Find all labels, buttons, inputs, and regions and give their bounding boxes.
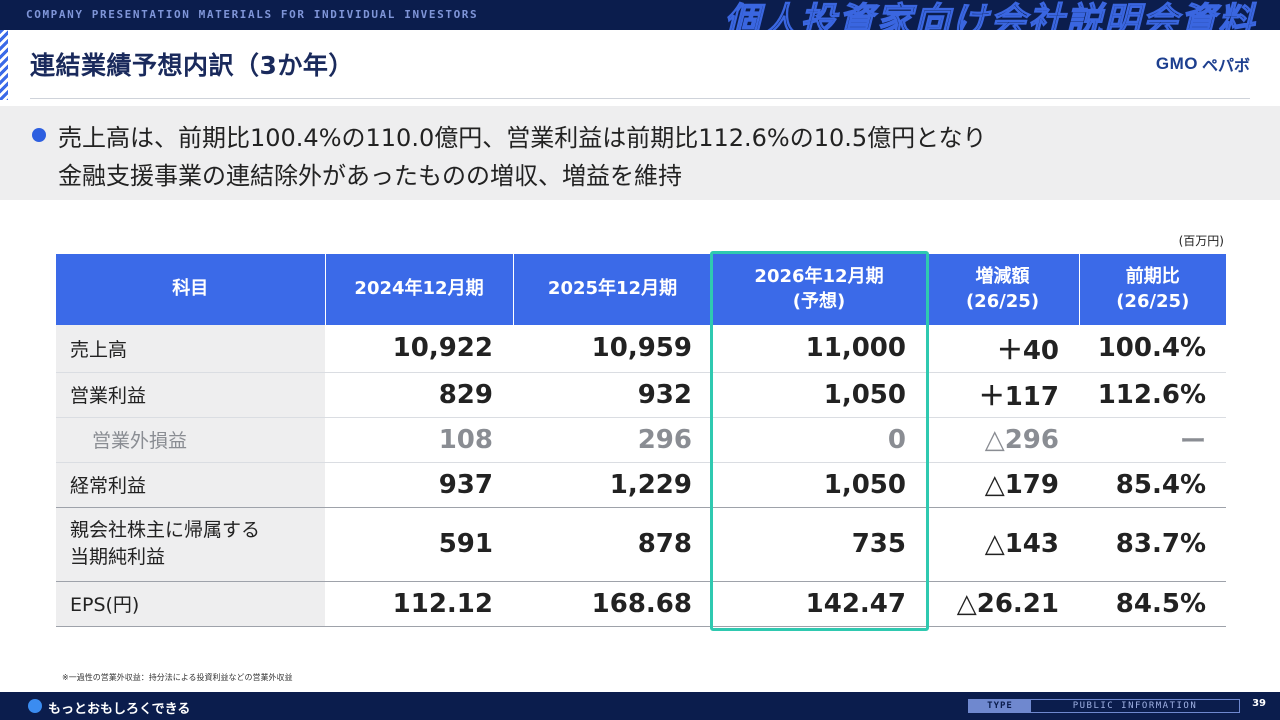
cell-fy2026: 735 [712, 507, 926, 582]
logo-gmo: GMO [1155, 54, 1198, 73]
decorative-stripe [0, 30, 8, 100]
table-row: 営業外損益 108 296 0 △296 ー [56, 417, 1226, 463]
header-fy2026-line1: 2026年12月期 [754, 266, 884, 288]
header-ratio: 前期比 (26/25) [1079, 254, 1226, 325]
cell-ratio: 100.4% [1079, 325, 1226, 373]
row-item-label: 経常利益 [56, 462, 326, 508]
cell-fy2024: 10,922 [325, 325, 513, 373]
table-row: 営業利益 829 932 1,050 ＋117 112.6% [56, 372, 1226, 418]
header-ratio-line2: (26/25) [1116, 290, 1190, 312]
header-fy2025: 2025年12月期 [513, 254, 713, 325]
unit-label: (百万円) [1178, 234, 1224, 248]
table-row: 売上高 10,922 10,959 11,000 ＋40 100.4% [56, 325, 1226, 373]
cell-fy2024: 108 [325, 417, 513, 463]
row-item-label: 営業外損益 [56, 417, 326, 463]
cell-fy2026: 1,050 [712, 372, 926, 418]
cell-fy2026: 0 [712, 417, 926, 463]
row-item-label: EPS(円) [56, 581, 326, 627]
info-type-label: TYPE [969, 700, 1031, 712]
row-item-label-line1: 親会社株主に帰属する [70, 519, 261, 542]
page-number: 39 [1252, 698, 1266, 709]
logo-kana: ペパボ [1201, 56, 1250, 75]
cell-diff: △26.21 [926, 581, 1079, 627]
header-fy2024: 2024年12月期 [325, 254, 514, 325]
presentation-tag: COMPANY PRESENTATION MATERIALS FOR INDIV… [26, 8, 479, 21]
top-banner: COMPANY PRESENTATION MATERIALS FOR INDIV… [0, 0, 1280, 30]
cell-fy2026: 142.47 [712, 581, 926, 627]
cell-ratio: ー [1079, 417, 1226, 463]
header-diff-line2: (26/25) [965, 290, 1040, 312]
table-header-row: 科目 2024年12月期 2025年12月期 2026年12月期 (予想) 増減額… [56, 254, 1226, 325]
cell-fy2025: 1,229 [513, 462, 712, 508]
cell-fy2026: 11,000 [712, 325, 926, 373]
cell-diff: ＋117 [926, 372, 1079, 418]
row-item-label-line2: 当期純利益 [70, 546, 166, 568]
header-diff-line1: 増減額 [975, 266, 1030, 288]
summary-line-1: 売上高は、前期比100.4%の110.0億円、営業利益は前期比112.6%の10… [58, 124, 987, 152]
company-logo: GMO ペパボ [1156, 52, 1250, 76]
cell-diff: △179 [926, 462, 1079, 508]
row-item-label: 親会社株主に帰属する 当期純利益 [56, 507, 326, 582]
cell-fy2025: 878 [513, 507, 712, 582]
header-diff: 増減額 (26/25) [926, 254, 1080, 325]
cell-fy2025: 296 [513, 417, 712, 463]
cell-diff: ＋40 [926, 325, 1079, 373]
cell-ratio: 112.6% [1079, 372, 1226, 418]
cell-diff: △143 [926, 507, 1079, 582]
header-item: 科目 [56, 254, 326, 325]
cell-fy2024: 829 [325, 372, 513, 418]
summary-line-2: 金融支援事業の連結除外があったものの増収、増益を維持 [58, 162, 682, 190]
cell-diff: △296 [926, 417, 1079, 463]
cell-fy2025: 10,959 [513, 325, 712, 373]
cell-fy2025: 932 [513, 372, 712, 418]
cell-fy2024: 937 [325, 462, 513, 508]
forecast-table: 科目 2024年12月期 2025年12月期 2026年12月期 (予想) 増減額… [56, 254, 1226, 627]
row-item-label: 営業利益 [56, 372, 326, 418]
info-type-box: TYPE PUBLIC INFORMATION [968, 699, 1240, 713]
table-row: 経常利益 937 1,229 1,050 △179 85.4% [56, 462, 1226, 508]
footer-tagline: もっとおもしろくできる [48, 702, 191, 717]
bottom-banner: もっとおもしろくできる TYPE PUBLIC INFORMATION 39 [0, 692, 1280, 720]
summary-box: 売上高は、前期比100.4%の110.0億円、営業利益は前期比112.6%の10… [0, 106, 1280, 200]
table-row: 親会社株主に帰属する 当期純利益 591 878 735 △143 83.7% [56, 507, 1226, 582]
cell-fy2025: 168.68 [513, 581, 712, 627]
table-row: EPS(円) 112.12 168.68 142.47 △26.21 84.5% [56, 581, 1226, 627]
cell-ratio: 84.5% [1079, 581, 1226, 627]
footnote: ※一過性の営業外収益：持分法による投資利益などの営業外収益 [62, 673, 293, 682]
cell-fy2026: 1,050 [712, 462, 926, 508]
page-title: 連結業績予想内訳（3か年） [30, 51, 354, 80]
cell-fy2024: 112.12 [325, 581, 513, 627]
presentation-title-jp: 個人投資家向け会社説明会資料 [723, 0, 1256, 30]
cell-ratio: 83.7% [1079, 507, 1226, 582]
bullet-icon [32, 128, 46, 142]
title-divider [30, 98, 1250, 99]
cell-fy2024: 591 [325, 507, 513, 582]
header-fy2026-line2: (予想) [792, 290, 846, 312]
row-item-label: 売上高 [56, 325, 326, 373]
info-type-value: PUBLIC INFORMATION [1072, 701, 1198, 711]
brand-dot-icon [28, 699, 42, 713]
header-fy2026: 2026年12月期 (予想) [712, 254, 927, 325]
cell-ratio: 85.4% [1079, 462, 1226, 508]
header-ratio-line1: 前期比 [1125, 266, 1180, 288]
